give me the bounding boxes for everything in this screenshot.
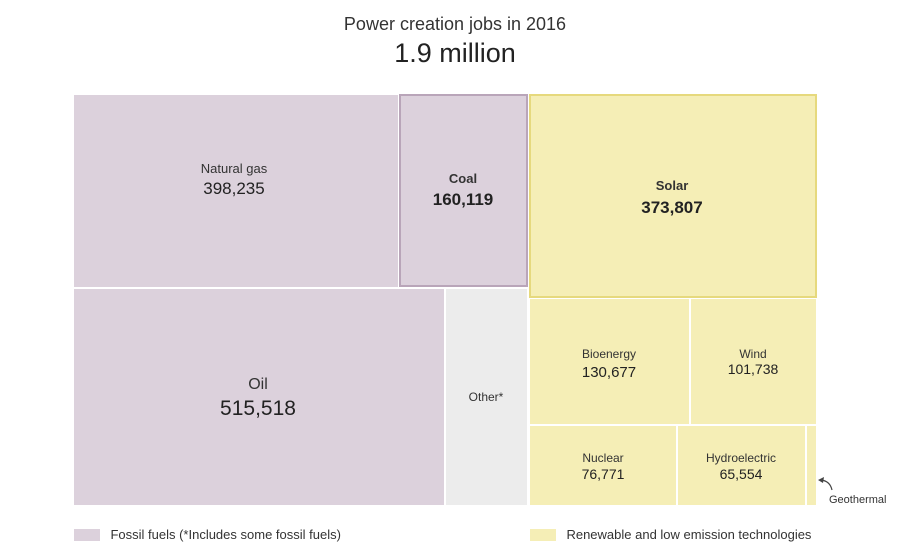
tile-hydroelectric (678, 426, 805, 505)
tile-coal (399, 94, 528, 287)
tile-nuclear (530, 426, 676, 505)
chart-title: Power creation jobs in 2016 (343, 14, 567, 34)
tile-label-nuclear: Nuclear (582, 451, 623, 465)
tile-label-other: Other* (469, 390, 504, 404)
tile-solar (529, 94, 817, 298)
tile-value-solar: 373,807 (641, 198, 702, 217)
tile-oil (74, 289, 444, 505)
tile-value-oil: 515,518 (220, 397, 296, 420)
legend-fossil: Fossil fuels (*Includes some fossil fuel… (74, 526, 341, 543)
tile-label-geothermal: Geothermal (829, 494, 886, 506)
legend-renewable-swatch (530, 528, 556, 541)
legend-fossil-swatch (74, 528, 100, 541)
treemap-chart: Natural gas 398,235 Coal 160,119 Oil 515,518 O… (74, 94, 886, 506)
tile-wind (691, 299, 816, 424)
legend-renewable-label: Renewable and low emission technologies (566, 527, 812, 543)
tile-label-bioenergy: Bioenergy (582, 347, 636, 361)
tile-label-wind: Wind (739, 347, 766, 361)
tile-value-natural-gas: 398,235 (203, 179, 264, 198)
tile-bioenergy (530, 299, 689, 424)
tile-value-bioenergy: 130,677 (582, 364, 636, 381)
tile-natural-gas (74, 95, 398, 287)
tile-label-natural-gas: Natural gas (201, 161, 268, 176)
tile-label-coal: Coal (449, 171, 477, 186)
tile-other (446, 289, 527, 505)
legend-renewable: Renewable and low emission technologies (530, 526, 812, 543)
tile-value-nuclear: 76,771 (582, 466, 625, 482)
geothermal-arrowhead-icon (818, 477, 824, 483)
tile-value-coal: 160,119 (433, 190, 494, 209)
tile-value-hydroelectric: 65,554 (720, 466, 763, 482)
chart-subtitle: 1.9 million (394, 38, 516, 68)
tile-value-wind: 101,738 (728, 361, 779, 377)
tile-label-oil: Oil (248, 376, 268, 393)
tile-label-hydroelectric: Hydroelectric (706, 451, 776, 465)
tile-geothermal (807, 426, 816, 505)
tile-label-solar: Solar (656, 178, 689, 193)
legend-fossil-label: Fossil fuels (*Includes some fossil fuel… (110, 527, 341, 543)
